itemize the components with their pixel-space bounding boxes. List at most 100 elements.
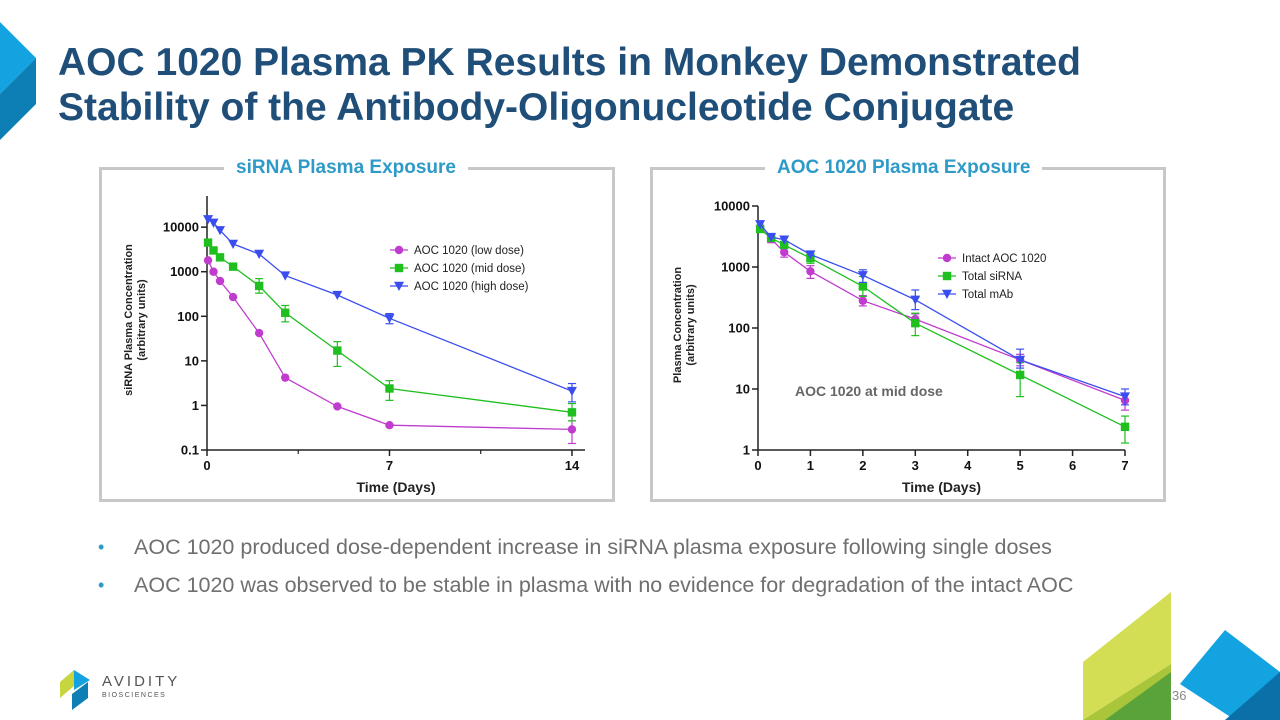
data-point <box>254 281 264 291</box>
data-point <box>209 267 218 276</box>
bullet-list: AOC 1020 produced dose-dependent increas… <box>98 528 1228 604</box>
y-tick-label: 10000 <box>714 199 750 214</box>
logo-icon <box>60 670 90 710</box>
data-point <box>911 318 920 328</box>
x-tick-label: 3 <box>912 458 919 473</box>
data-point <box>385 384 394 393</box>
data-point <box>281 308 290 317</box>
logo-subtitle: BIOSCIENCES <box>102 692 167 699</box>
x-tick-label: 1 <box>807 458 814 473</box>
aoc-chart-heading: AOC 1020 Plasma Exposure <box>765 157 1043 179</box>
data-point <box>806 267 815 276</box>
legend-marker <box>942 253 952 263</box>
data-point <box>779 235 790 245</box>
x-tick-label: 0 <box>754 458 761 473</box>
data-point <box>1015 355 1026 365</box>
series-3 <box>203 215 577 403</box>
series-line <box>759 226 1126 402</box>
corner-decoration-bottom-right <box>1083 592 1280 720</box>
y-axis-label-line: Plasma Concentration <box>672 267 684 383</box>
data-point <box>857 271 868 281</box>
y-tick-label: 1000 <box>721 260 750 275</box>
page-title: AOC 1020 Plasma PK Results in Monkey Dem… <box>58 41 1082 129</box>
data-point <box>333 346 342 355</box>
logo-name: AVIDITY <box>102 673 181 690</box>
company-logo: AVIDITY BIOSCIENCES <box>58 664 198 714</box>
legend-label: Total mAb <box>962 289 1013 301</box>
data-point <box>385 421 394 430</box>
x-tick-label: 4 <box>964 458 972 473</box>
legend-marker <box>942 289 952 299</box>
data-point <box>1120 422 1130 432</box>
data-point <box>755 220 766 230</box>
y-tick-label: 0.1 <box>181 443 199 458</box>
series-2 <box>203 238 577 422</box>
data-point <box>215 226 226 236</box>
y-tick-label: 100 <box>177 309 199 324</box>
y-axis-label: siRNA Plasma Concentration(arbitrary uni… <box>123 244 148 396</box>
sirna-chart-panel: 0.1 1 10 100 1000 10000 0 7 14 Time (Days) siRNA P… <box>99 157 615 502</box>
x-axis-label: Time (Days) <box>902 479 981 495</box>
sirna-chart: 0.1 1 10 100 1000 10000 0 7 14 Time (Days) siRNA P… <box>123 196 585 495</box>
y-tick-label: 10000 <box>163 220 199 235</box>
legend-label: Intact AOC 1020 <box>962 253 1046 265</box>
data-point <box>254 328 264 338</box>
data-point <box>567 425 577 434</box>
chart-annotation: AOC 1020 at mid dose <box>795 383 943 399</box>
data-point <box>209 246 218 255</box>
y-axis-label-line: siRNA Plasma Concentration <box>123 244 135 396</box>
y-tick-label: 10 <box>185 353 199 368</box>
corner-decoration-top-left <box>0 22 36 140</box>
data-point <box>858 296 868 305</box>
x-tick-label: 0 <box>203 458 210 473</box>
data-point <box>566 386 577 397</box>
legend-label: AOC 1020 (mid dose) <box>414 263 525 275</box>
data-point <box>332 290 343 301</box>
data-point <box>228 292 238 302</box>
data-point <box>203 238 213 247</box>
data-point <box>780 247 789 257</box>
x-tick-label: 5 <box>1017 458 1024 473</box>
x-tick-label: 7 <box>1121 458 1128 473</box>
data-point <box>1120 392 1130 402</box>
bullet-item: AOC 1020 produced dose-dependent increas… <box>98 528 1228 566</box>
legend-label: Total siRNA <box>962 271 1022 283</box>
x-tick-label: 2 <box>859 458 866 473</box>
data-point <box>254 249 265 259</box>
data-point <box>281 373 290 382</box>
data-point <box>280 271 291 281</box>
sirna-chart-heading: siRNA Plasma Exposure <box>224 157 468 179</box>
data-point <box>203 256 213 265</box>
data-point <box>780 240 789 250</box>
data-point <box>203 215 214 225</box>
x-axis-label: Time (Days) <box>356 479 435 495</box>
legend-marker <box>394 281 404 291</box>
data-point <box>384 314 395 324</box>
series-3 <box>755 220 1130 406</box>
y-tick-label: 1 <box>743 443 750 458</box>
x-tick-label: 7 <box>386 458 393 473</box>
y-tick-label: 1 <box>192 398 199 413</box>
legend-label: AOC 1020 (low dose) <box>414 245 524 257</box>
data-point <box>228 239 239 249</box>
legend-marker <box>942 271 952 281</box>
y-tick-label: 1000 <box>170 264 199 279</box>
bullet-item: AOC 1020 was observed to be stable in pl… <box>98 566 1228 604</box>
data-point <box>1015 370 1025 380</box>
aoc-chart-panel: 1 10 100 1000 10000 0 1 2 3 4 5 6 7 Time (Days) Plasma… <box>650 157 1166 502</box>
page-number: 36 <box>1172 688 1187 703</box>
data-point <box>333 402 342 411</box>
data-point <box>228 262 238 271</box>
data-point <box>910 295 921 305</box>
y-tick-label: 10 <box>736 382 750 397</box>
data-point <box>805 250 816 260</box>
y-axis-label: Plasma Concentration(arbitrary units) <box>672 267 697 383</box>
series-line <box>759 223 1126 398</box>
legend-marker <box>394 245 404 255</box>
x-tick-label: 6 <box>1069 458 1076 473</box>
data-point <box>858 282 868 291</box>
data-point <box>766 232 777 243</box>
y-tick-label: 100 <box>728 321 750 336</box>
legend-label: AOC 1020 (high dose) <box>414 281 529 293</box>
data-point <box>208 218 219 228</box>
